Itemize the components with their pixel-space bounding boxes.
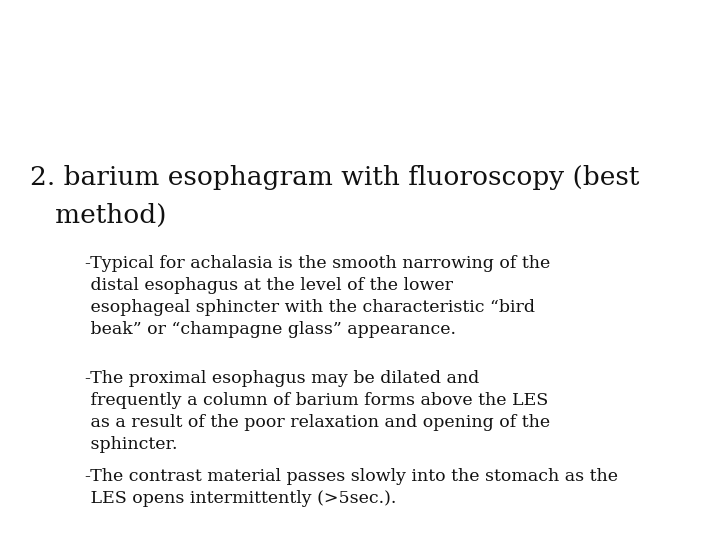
Text: as a result of the poor relaxation and opening of the: as a result of the poor relaxation and o…	[85, 414, 550, 431]
Text: method): method)	[30, 202, 167, 227]
Text: 2. barium esophagram with fluoroscopy (best: 2. barium esophagram with fluoroscopy (b…	[30, 165, 639, 190]
Text: -The contrast material passes slowly into the stomach as the: -The contrast material passes slowly int…	[85, 468, 618, 485]
Text: -Typical for achalasia is the smooth narrowing of the: -Typical for achalasia is the smooth nar…	[85, 255, 550, 272]
Text: sphincter.: sphincter.	[85, 436, 177, 453]
Text: beak” or “champagne glass” appearance.: beak” or “champagne glass” appearance.	[85, 321, 456, 338]
Text: distal esophagus at the level of the lower: distal esophagus at the level of the low…	[85, 277, 453, 294]
Text: esophageal sphincter with the characteristic “bird: esophageal sphincter with the characteri…	[85, 299, 535, 316]
Text: frequently a column of barium forms above the LES: frequently a column of barium forms abov…	[85, 392, 548, 409]
Text: LES opens intermittently (>5sec.).: LES opens intermittently (>5sec.).	[85, 490, 396, 507]
Text: -The proximal esophagus may be dilated and: -The proximal esophagus may be dilated a…	[85, 370, 480, 387]
